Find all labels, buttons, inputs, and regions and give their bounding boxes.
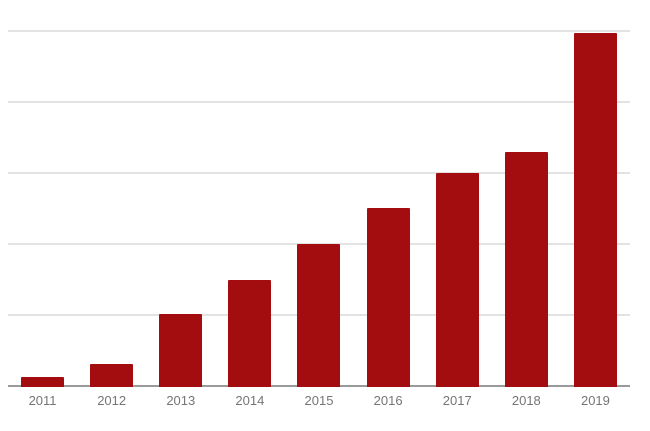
- x-tick-label-2013: 2013: [166, 393, 196, 408]
- x-tick-label-2015: 2015: [304, 393, 334, 408]
- x-tick-label-2018: 2018: [511, 393, 541, 408]
- bar-column-2014: [215, 30, 284, 387]
- x-axis-tick-labels: 2011 2012 2013 2014 2015 2016 2017 2018 2019: [8, 392, 630, 410]
- x-tick-label-2011: 2011: [28, 393, 57, 408]
- bar-2019: [573, 32, 617, 387]
- bar-2015: [297, 243, 341, 387]
- x-tick-label-2012: 2012: [97, 393, 127, 408]
- bar-2014: [228, 279, 272, 387]
- bar-column-2011: [8, 30, 77, 387]
- bar-column-2017: [423, 30, 492, 387]
- bar-column-2015: [284, 30, 353, 387]
- bar-2018: [504, 152, 548, 387]
- bar-2016: [366, 208, 410, 387]
- bar-2013: [159, 314, 203, 387]
- bar-column-2016: [354, 30, 423, 387]
- bar-column-2018: [492, 30, 561, 387]
- bar-column-2019: [561, 30, 630, 387]
- x-tick-label-2019: 2019: [580, 393, 610, 408]
- bar-2011: [21, 377, 65, 387]
- x-tick-label-2016: 2016: [373, 393, 403, 408]
- gridline: [8, 172, 630, 174]
- bar-column-2013: [146, 30, 215, 387]
- bar-2017: [435, 172, 479, 387]
- gridline: [8, 30, 630, 32]
- x-tick-label-2014: 2014: [235, 393, 265, 408]
- bar-2012: [90, 363, 134, 387]
- bars-row: [8, 30, 630, 387]
- bar-column-2012: [77, 30, 146, 387]
- plot-area: [8, 30, 630, 387]
- gridline: [8, 101, 630, 103]
- x-tick-label-2017: 2017: [442, 393, 472, 408]
